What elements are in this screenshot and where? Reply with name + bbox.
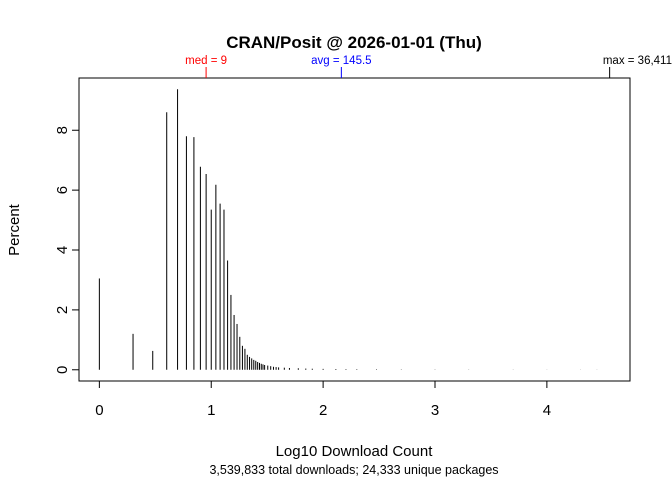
x-tick-label: 0 [95,402,103,419]
chart-title: CRAN/Posit @ 2026-01-01 (Thu) [226,33,482,52]
y-tick-label: 0 [54,366,71,374]
x-tick-label: 2 [319,402,327,419]
x-tick-label: 1 [207,402,215,419]
y-axis: 0 2 4 6 8 [54,126,80,374]
annotation-label: avg = 145.5 [311,55,371,67]
y-tick-label: 8 [54,126,71,134]
annotation-label: med = 9 [185,55,227,67]
y-tick-label: 4 [54,246,71,254]
bars [98,89,598,370]
x-axis: 0 1 2 3 4 [95,380,551,419]
x-tick-label: 4 [543,402,551,419]
y-tick-label: 6 [54,186,71,194]
chart-subtitle: 3,539,833 total downloads; 24,333 unique… [209,463,498,477]
annotations: med = 9 avg = 145.5 max = 36,411 [185,55,672,78]
plot-box [78,77,631,382]
annotation-label: max = 36,411 [603,55,672,67]
x-tick-label: 3 [431,402,439,419]
y-tick-label: 2 [54,306,71,314]
x-axis-label: Log10 Download Count [276,443,434,460]
y-axis-label: Percent [6,203,23,256]
